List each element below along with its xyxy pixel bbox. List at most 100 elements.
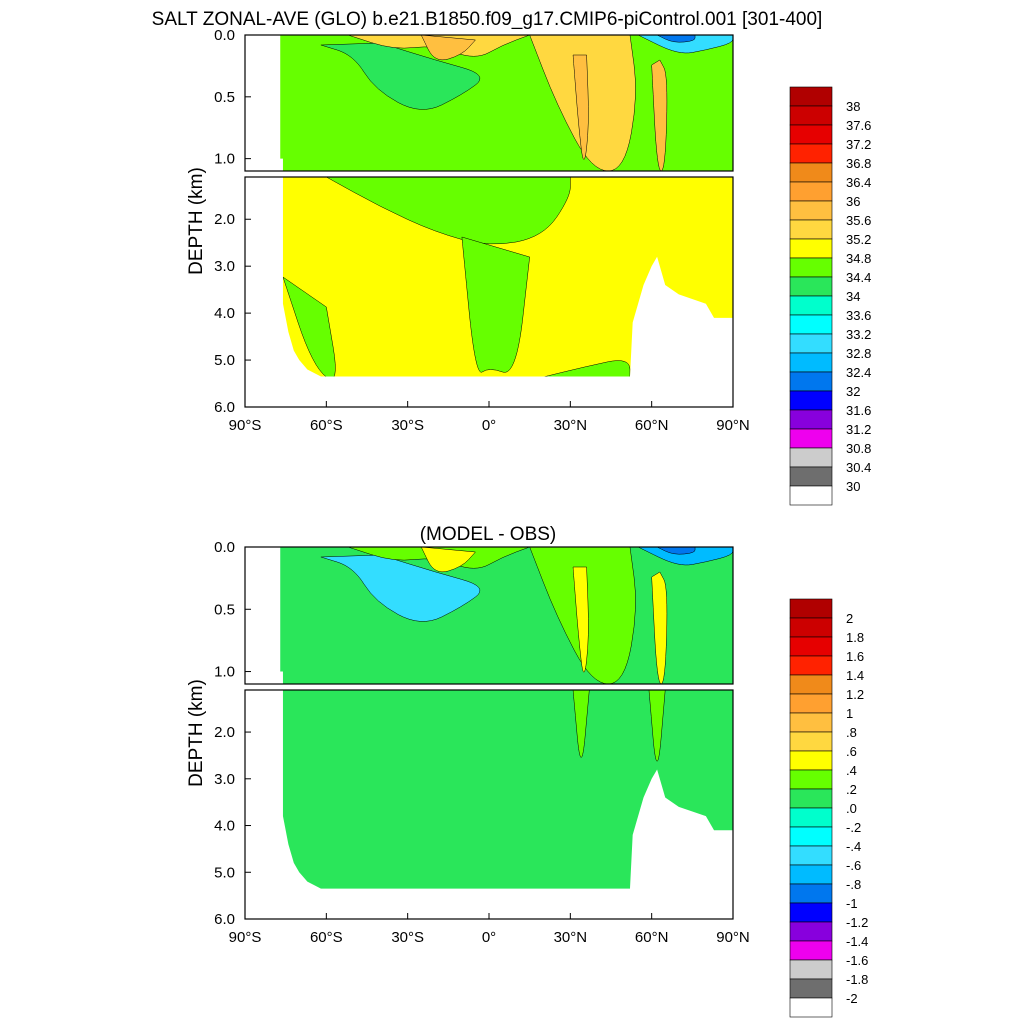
colorbar-swatch <box>789 314 833 335</box>
colorbar-label: 1.2 <box>846 687 864 702</box>
colorbar-swatch <box>789 371 833 392</box>
colorbar-swatch <box>789 257 833 278</box>
fill-contour <box>656 547 696 555</box>
colorbar-swatch <box>789 807 833 828</box>
x-tick-label: 30°N <box>554 929 588 946</box>
colorbar-label: 34.8 <box>846 251 871 266</box>
colorbar-swatch <box>789 86 833 107</box>
x-tick-label: 90°N <box>716 417 750 434</box>
colorbar-label: .2 <box>846 782 857 797</box>
colorbar-label: 1 <box>846 706 853 721</box>
colorbar-label: 36 <box>846 194 860 209</box>
chart-panel-model: 90°S 60°S 30°S 0° 30°N 60°N 90°N 0.0 0.5 1.0 2.0 3.… <box>186 27 871 506</box>
fill-contour <box>320 42 481 110</box>
y-tick-label: 2.0 <box>214 211 235 228</box>
colorbar-swatch <box>789 295 833 316</box>
fill-contour <box>572 54 589 160</box>
plot-frame-upper <box>244 546 734 685</box>
x-tick-label: 60°S <box>310 929 343 946</box>
colorbar-label: 32.8 <box>846 346 871 361</box>
colorbar-label: -1.8 <box>846 972 868 987</box>
colorbar-swatch <box>789 617 833 638</box>
y-tick-label: 0.5 <box>214 89 235 106</box>
x-tick-label: 30°S <box>391 417 424 434</box>
colorbar-swatch <box>789 219 833 240</box>
colorbar-label: -1 <box>846 896 858 911</box>
colorbar-label: 1.6 <box>846 649 864 664</box>
y-axis-label: DEPTH (km) <box>186 679 207 787</box>
colorbar-label: 30.4 <box>846 460 871 475</box>
colorbar-swatch <box>789 902 833 923</box>
fill-contour <box>572 690 590 758</box>
colorbar-label: 36.4 <box>846 175 871 190</box>
colorbar-label: .8 <box>846 725 857 740</box>
colorbar-swatch <box>789 940 833 961</box>
colorbar-label: .4 <box>846 763 857 778</box>
colorbar-swatch <box>789 826 833 847</box>
y-tick-label: 0.0 <box>214 27 235 44</box>
x-tick-label: 90°S <box>229 417 262 434</box>
colorbar-label: 32 <box>846 384 860 399</box>
colorbar-swatch <box>789 655 833 676</box>
fill-contour <box>543 360 631 377</box>
colorbar-swatch <box>789 693 833 714</box>
x-tick-label: 60°N <box>635 929 669 946</box>
colorbar-swatch <box>789 200 833 221</box>
colorbar-label: -1.2 <box>846 915 868 930</box>
colorbar-label: 34.4 <box>846 270 871 285</box>
colorbar-label: 34 <box>846 289 860 304</box>
y-tick-label: 1.0 <box>214 664 235 681</box>
colorbar-swatch <box>789 788 833 809</box>
colorbar-label: 1.4 <box>846 668 864 683</box>
x-tick-label: 30°S <box>391 929 424 946</box>
colorbar-swatch <box>789 845 833 866</box>
y-tick-label: 0.0 <box>214 539 235 556</box>
y-tick-label: 6.0 <box>214 911 235 928</box>
colorbar-swatch <box>789 864 833 885</box>
colorbar-swatch <box>789 636 833 657</box>
colorbar-swatch <box>789 921 833 942</box>
colorbar-label: .6 <box>846 744 857 759</box>
colorbar-swatch <box>789 598 833 619</box>
y-tick-label: 5.0 <box>214 864 235 881</box>
x-tick-label: 0° <box>482 929 496 946</box>
colorbar-swatch <box>789 997 833 1018</box>
x-tick-label: 60°S <box>310 417 343 434</box>
colorbar-label: 1.8 <box>846 630 864 645</box>
colorbar-swatch <box>789 731 833 752</box>
colorbar-swatch <box>789 143 833 164</box>
y-tick-label: 3.0 <box>214 258 235 275</box>
y-tick-label: 6.0 <box>214 399 235 416</box>
x-tick-label: 30°N <box>554 417 588 434</box>
x-tick-label: 90°S <box>229 929 262 946</box>
colorbar-swatch <box>789 769 833 790</box>
colorbar-label: 32.4 <box>846 365 871 380</box>
colorbar-swatch <box>789 181 833 202</box>
colorbar-label: -1.4 <box>846 934 868 949</box>
colorbar-label: 31.2 <box>846 422 871 437</box>
colorbar-label: 30.8 <box>846 441 871 456</box>
y-tick-label: 3.0 <box>214 771 235 788</box>
colorbar-swatch <box>789 712 833 733</box>
y-tick-label: 1.0 <box>214 151 235 168</box>
colorbar-label: 35.6 <box>846 213 871 228</box>
colorbar-label: 31.6 <box>846 403 871 418</box>
colorbar-swatch <box>789 276 833 297</box>
colorbar-label: -.8 <box>846 877 861 892</box>
difference-panel-title: (MODEL - OBS) <box>420 524 557 545</box>
colorbar-swatch <box>789 978 833 999</box>
x-tick-label: 90°N <box>716 929 750 946</box>
x-tick-label: 0° <box>482 417 496 434</box>
colorbar-label: -.4 <box>846 839 861 854</box>
colorbar-swatch <box>789 674 833 695</box>
colorbar-swatch <box>789 466 833 487</box>
fill-contour <box>420 35 476 61</box>
colorbar-label: 30 <box>846 479 860 494</box>
y-tick-label: 4.0 <box>214 818 235 835</box>
y-tick-label: 2.0 <box>214 724 235 741</box>
colorbar-swatch <box>789 428 833 449</box>
colorbar-swatch <box>789 485 833 506</box>
figure-title: SALT ZONAL-AVE (GLO) b.e21.B1850.f09_g17… <box>152 9 823 30</box>
colorbar-label: -.2 <box>846 820 861 835</box>
colorbar-label: 2 <box>846 611 853 626</box>
